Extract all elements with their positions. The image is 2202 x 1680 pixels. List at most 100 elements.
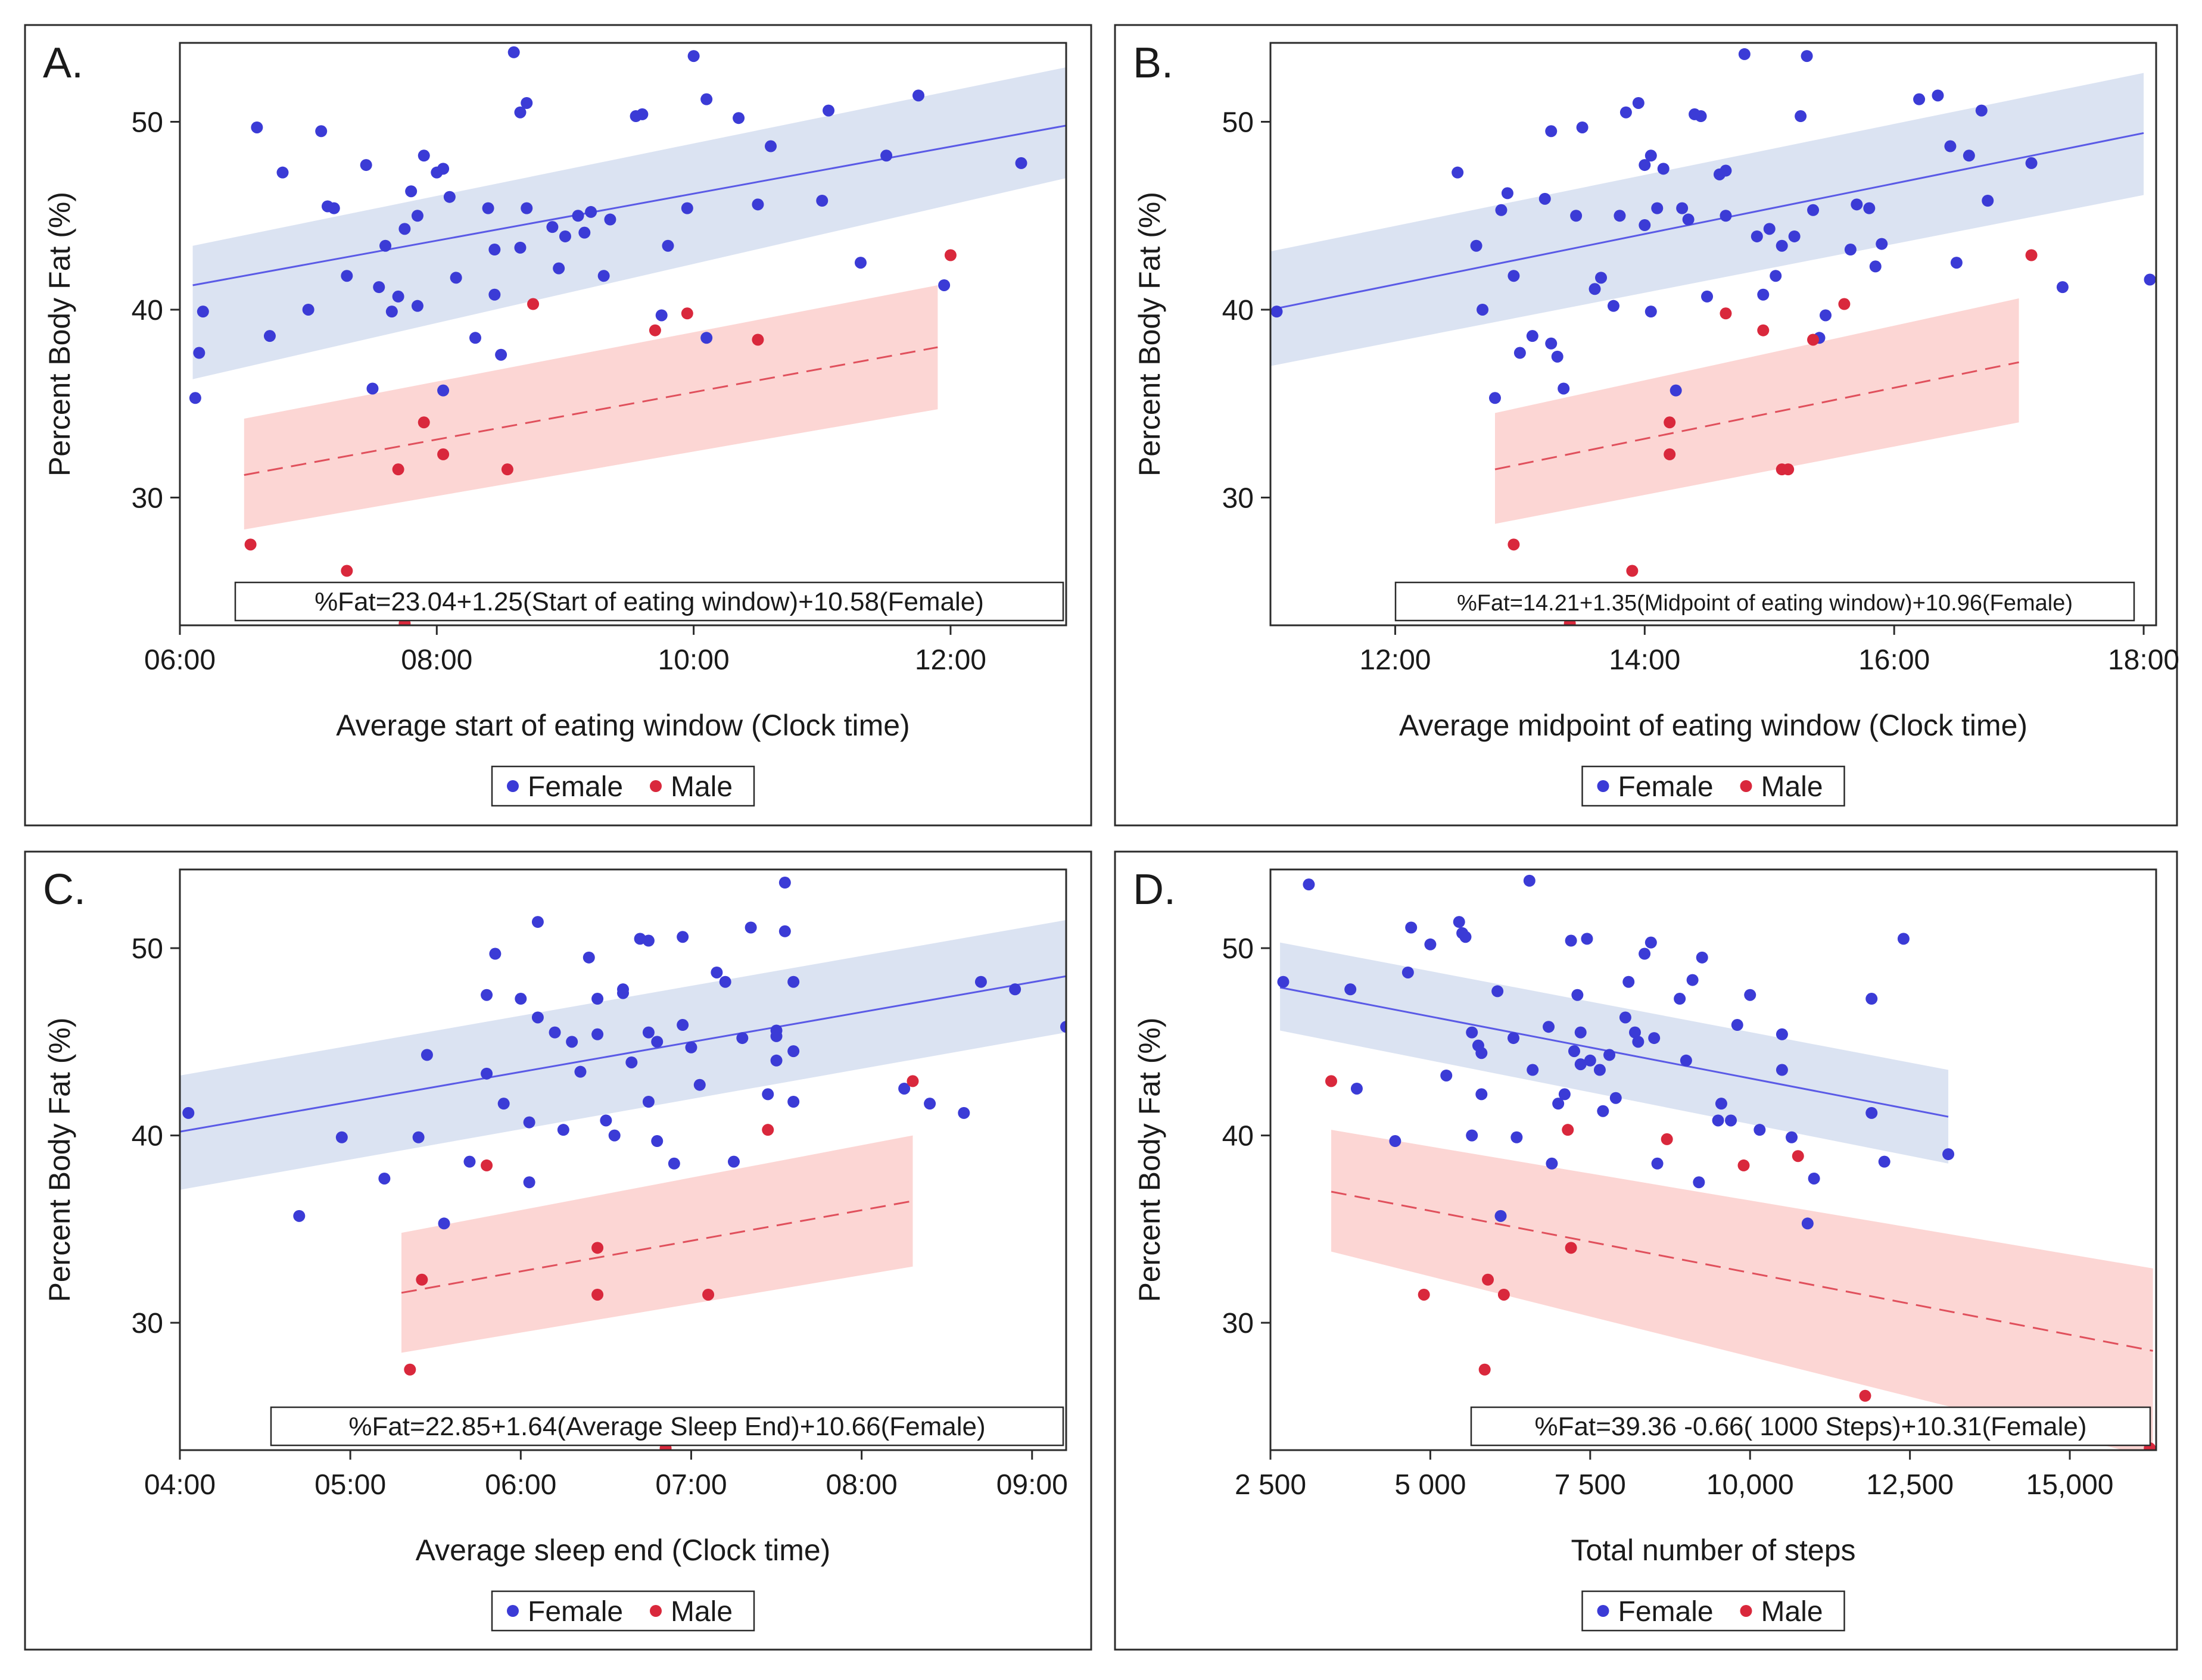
female-data-point <box>405 185 418 198</box>
female-data-point <box>1632 96 1645 109</box>
female-data-point <box>1788 230 1801 242</box>
female-data-point <box>1622 975 1635 988</box>
female-data-point <box>625 1056 638 1068</box>
female-data-point <box>711 966 723 978</box>
male-data-point <box>437 448 450 460</box>
male-data-point <box>1497 1288 1510 1301</box>
equation-box <box>1470 1406 2151 1447</box>
female-data-point <box>685 1041 697 1053</box>
female-data-point <box>1865 1107 1878 1119</box>
regression-equation: %Fat=22.85+1.64(Average Sleep End)+10.66… <box>270 1406 1064 1447</box>
female-data-point <box>1682 213 1695 226</box>
female-data-point <box>1501 187 1513 200</box>
female-data-point <box>412 1131 425 1143</box>
female-data-point <box>1581 933 1593 945</box>
female-data-point <box>398 223 411 235</box>
female-data-point <box>1551 350 1563 363</box>
male-data-point <box>416 1273 428 1286</box>
female-data-point <box>1878 1155 1890 1168</box>
female-data-point <box>591 993 604 1005</box>
female-data-point <box>1645 306 1657 318</box>
female-data-point <box>488 288 501 301</box>
female-data-point <box>251 121 263 133</box>
x-tick-label: 2 500 <box>1235 1469 1306 1501</box>
female-data-point <box>315 125 328 138</box>
female-data-point <box>1558 1088 1571 1101</box>
male-data-point <box>404 1363 416 1376</box>
male-confidence-band <box>401 1135 913 1353</box>
male-regression-line <box>1331 1190 2153 1352</box>
female-data-point <box>1523 874 1536 887</box>
male-data-point <box>1807 333 1820 346</box>
female-data-point <box>1674 993 1686 1005</box>
y-tick-label: 50 <box>132 933 163 965</box>
female-data-point <box>1619 1011 1631 1024</box>
male-data-point <box>591 1288 604 1301</box>
female-data-point <box>677 931 689 943</box>
male-data-point <box>702 1288 715 1301</box>
male-data-point <box>527 298 540 310</box>
legend-male-label: Male <box>1761 771 1823 803</box>
female-data-point <box>1614 210 1626 222</box>
y-axis-label: Percent Body Fat (%) <box>43 1018 76 1302</box>
x-tick-label: 5 000 <box>1394 1469 1466 1501</box>
female-data-point <box>1508 270 1520 282</box>
female-data-point <box>745 921 757 934</box>
plot-frame <box>1269 868 2157 1451</box>
female-data-point <box>1715 1098 1727 1110</box>
y-axis-label: Percent Body Fat (%) <box>43 192 76 476</box>
female-data-point <box>733 112 745 124</box>
male-data-point <box>1782 463 1795 476</box>
equation-text: %Fat=22.85+1.64(Average Sleep End)+10.66… <box>348 1412 985 1441</box>
female-data-point <box>1015 157 1027 169</box>
female-data-point <box>816 195 829 207</box>
female-data-point <box>1725 1114 1737 1127</box>
female-data-point <box>373 281 385 294</box>
female-data-point <box>1751 230 1763 242</box>
female-data-point <box>600 1114 612 1127</box>
female-data-point <box>482 202 494 214</box>
female-data-point <box>1619 106 1632 119</box>
female-data-point <box>752 198 764 211</box>
female-data-point <box>585 205 597 218</box>
female-data-point <box>1648 1032 1661 1045</box>
regression-equation: %Fat=14.21+1.35(Midpoint of eating windo… <box>1394 581 2135 622</box>
female-data-point <box>642 934 655 947</box>
female-data-point <box>488 244 501 256</box>
female-data-point <box>1808 1172 1820 1185</box>
female-data-point <box>1651 202 1664 214</box>
male-data-point <box>681 307 693 320</box>
male-data-point <box>762 1124 774 1136</box>
female-data-point <box>489 947 502 960</box>
female-data-point <box>1607 300 1619 312</box>
female-data-point <box>1466 1129 1478 1142</box>
female-data-point <box>1488 392 1501 404</box>
female-data-point <box>1801 50 1813 63</box>
female-data-point <box>1568 1045 1580 1058</box>
female-data-point <box>636 108 649 120</box>
female-data-point <box>662 239 674 252</box>
female-data-point <box>1863 202 1876 214</box>
female-data-point <box>1344 983 1357 996</box>
panel-b: B. %Fat=14.21+1.35(Midpoint of eating win… <box>1114 24 2179 827</box>
male-data-point <box>2025 249 2038 261</box>
male-data-point <box>1508 538 1520 551</box>
female-data-point <box>1510 1131 1523 1143</box>
equation-text: %Fat=39.36 -0.66( 1000 Steps)+10.31(Fema… <box>1535 1412 2087 1441</box>
female-confidence-band <box>1270 73 2144 366</box>
female-data-point <box>677 1019 689 1031</box>
panel-d: D. %Fat=39.36 -0.66( 1000 Steps)+10.31(Fe… <box>1114 850 2178 1651</box>
female-data-point <box>2025 157 2038 169</box>
x-axis-label: Average start of eating window (Clock ti… <box>336 709 910 742</box>
legend-male-marker <box>650 1605 662 1617</box>
male-data-point <box>418 416 430 429</box>
male-data-point <box>341 565 353 577</box>
female-data-point <box>1869 260 1882 273</box>
x-tick-label: 08:00 <box>826 1469 898 1501</box>
female-data-point <box>1477 303 1489 316</box>
legend-female-marker <box>1597 1605 1609 1617</box>
female-data-point <box>1543 1021 1555 1033</box>
female-data-point <box>1576 121 1589 133</box>
male-confidence-band <box>1331 1130 2153 1450</box>
